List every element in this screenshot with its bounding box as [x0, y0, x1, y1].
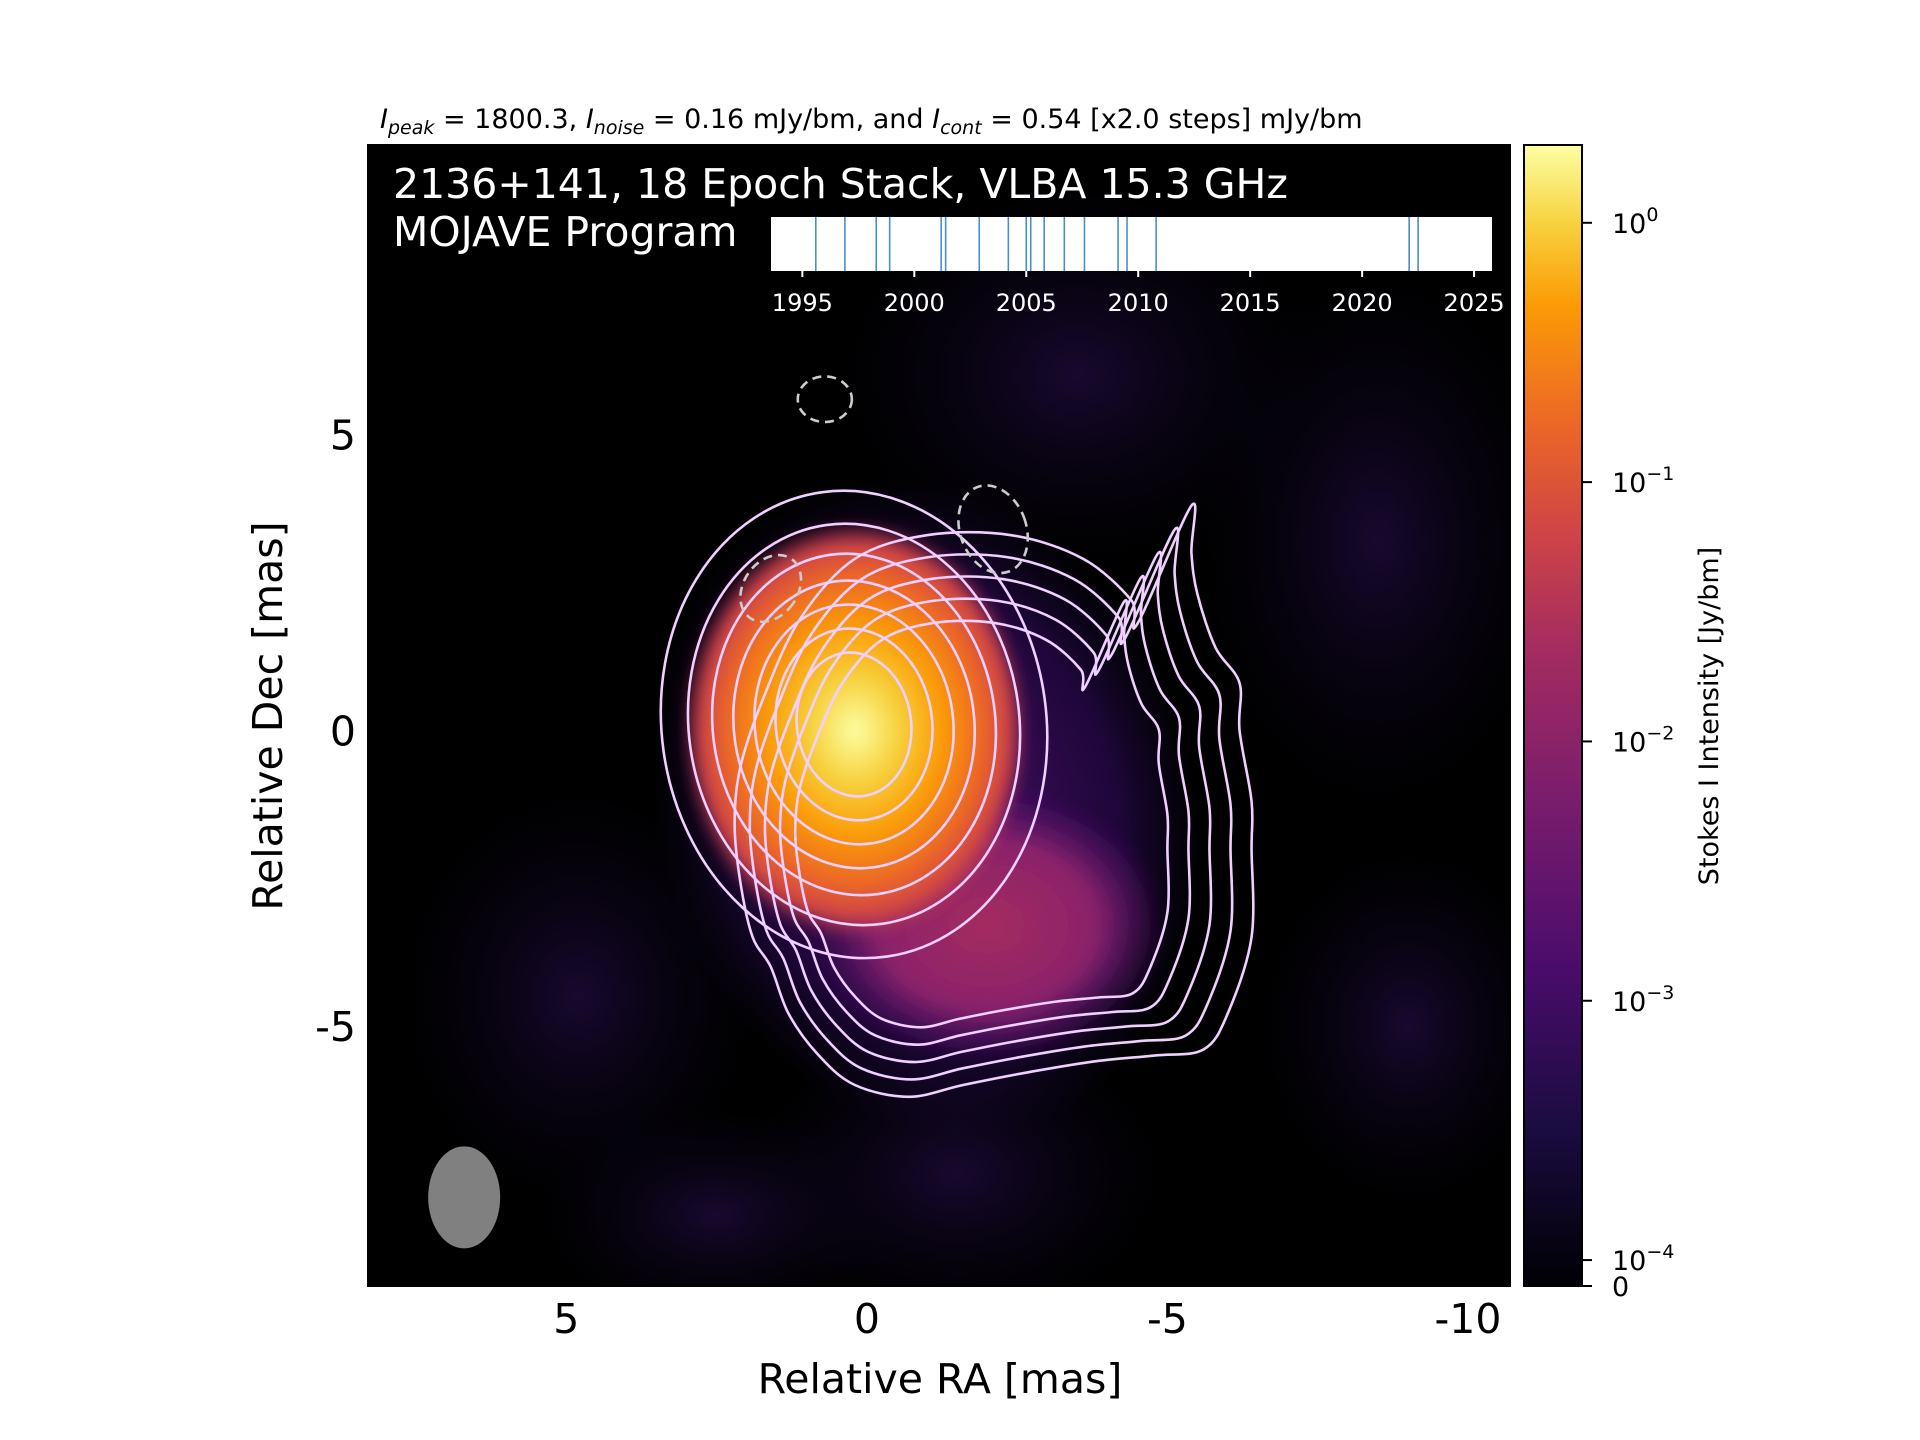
- timeline-tick-label: 2015: [1220, 289, 1281, 317]
- negative-contour: [957, 484, 1030, 575]
- y-tick-label: -5: [315, 1003, 356, 1051]
- negative-contour: [739, 553, 803, 624]
- colorbar-gradient: [1524, 145, 1582, 1286]
- contour-line: [778, 574, 1192, 1046]
- image-title-line1: 2136+141, 18 Epoch Stack, VLBA 15.3 GHz: [393, 160, 1288, 208]
- header-segment: noise: [594, 117, 645, 139]
- faint-emission: [836, 183, 1318, 568]
- core-emission: [680, 519, 1030, 941]
- tick-base: 10: [1612, 1246, 1646, 1277]
- header-segment: cont: [940, 117, 983, 139]
- y-axis-label: Relative Dec [mas]: [244, 521, 292, 910]
- tick-base: 10: [1612, 209, 1646, 240]
- contour-line: [753, 603, 955, 846]
- tick-base: 10: [1612, 987, 1646, 1018]
- beam-shape: [428, 1146, 501, 1249]
- colorbar-tick-label: 10−4: [1612, 1241, 1674, 1277]
- tick-base: 10: [1612, 727, 1646, 758]
- image-title-line2: MOJAVE Program: [393, 208, 737, 256]
- timeline-tick-label: 2020: [1332, 289, 1393, 317]
- x-tick-label: -10: [1434, 1295, 1501, 1343]
- contour-line: [793, 598, 1170, 1029]
- colorbar-tick-label: 10−1: [1612, 463, 1674, 499]
- contour-line: [763, 550, 1213, 1064]
- header-segment: I: [380, 104, 388, 135]
- contour-line: [659, 489, 1049, 960]
- faint-emission: [1257, 845, 1510, 1207]
- beam-ellipse: [428, 1146, 501, 1249]
- x-axis-ticks: 5 0 -5 -10: [553, 1295, 1501, 1343]
- header-segment: I: [586, 104, 594, 135]
- timeline-tick-label: 2005: [996, 289, 1057, 317]
- header-noise-line: Ipeak = 1800.3, Inoise = 0.16 mJy/bm, an…: [380, 104, 1363, 139]
- faint-emission: [536, 1106, 897, 1286]
- x-tick-label: 0: [854, 1295, 880, 1343]
- timeline-tick-label: 2025: [1444, 289, 1505, 317]
- colorbar-tick-label: 10−3: [1612, 982, 1674, 1018]
- plot-frame: [367, 144, 1511, 1287]
- faint-emission: [1197, 270, 1510, 812]
- tick-exponent: −1: [1646, 463, 1674, 485]
- colorbar-tick-label: 0: [1612, 1272, 1629, 1303]
- x-axis-label: Relative RA [mas]: [758, 1355, 1123, 1403]
- contour-line: [686, 522, 1022, 927]
- tick-exponent: −2: [1646, 722, 1674, 744]
- negative-contour: [796, 375, 854, 424]
- colorbar-label: Stokes I Intensity [Jy/bm]: [1694, 547, 1725, 885]
- colorbar-frame: [1523, 144, 1583, 1287]
- header-segment: = 0.16 mJy/bm, and: [644, 104, 932, 135]
- header-segment: = 0.54 [x2.0 steps] mJy/bm: [982, 104, 1363, 135]
- header-segment: I: [932, 104, 940, 135]
- x-tick-label: 5: [553, 1295, 579, 1343]
- contour-line: [732, 579, 977, 870]
- positive-contours: [659, 489, 1255, 1099]
- tick-exponent: −4: [1646, 1241, 1674, 1263]
- timeline-box: [771, 217, 1492, 271]
- y-tick-label: 0: [330, 707, 356, 755]
- contour-line: [710, 552, 998, 897]
- tick-exponent: 0: [1646, 204, 1658, 226]
- colorbar-tick-label: 100: [1612, 204, 1658, 240]
- contour-line: [795, 651, 913, 798]
- y-tick-label: 5: [330, 412, 356, 460]
- epoch-timeline: 1995 2000 2005 2010 2015 2020 2025: [771, 217, 1505, 317]
- tick-exponent: −3: [1646, 982, 1674, 1004]
- header-segment: = 1800.3,: [434, 104, 585, 135]
- y-axis-ticks: 5 0 -5: [315, 412, 356, 1051]
- image-panel: 2136+141, 18 Epoch Stack, VLBA 15.3 GHz …: [367, 144, 1511, 1287]
- negative-contours: [739, 375, 1030, 624]
- contour-line: [774, 627, 934, 822]
- colorbar-tick-label: 10−2: [1612, 722, 1674, 758]
- x-tick-label: -5: [1147, 1295, 1188, 1343]
- faint-emission: [398, 785, 759, 1207]
- timeline-tick-label: 2000: [884, 289, 945, 317]
- tick-base: 10: [1612, 468, 1646, 499]
- timeline-tick-label: 2010: [1108, 289, 1169, 317]
- contour-line: [733, 502, 1255, 1099]
- contour-line: [748, 526, 1234, 1081]
- header-segment: peak: [387, 117, 435, 139]
- timeline-tick-label: 1995: [772, 289, 833, 317]
